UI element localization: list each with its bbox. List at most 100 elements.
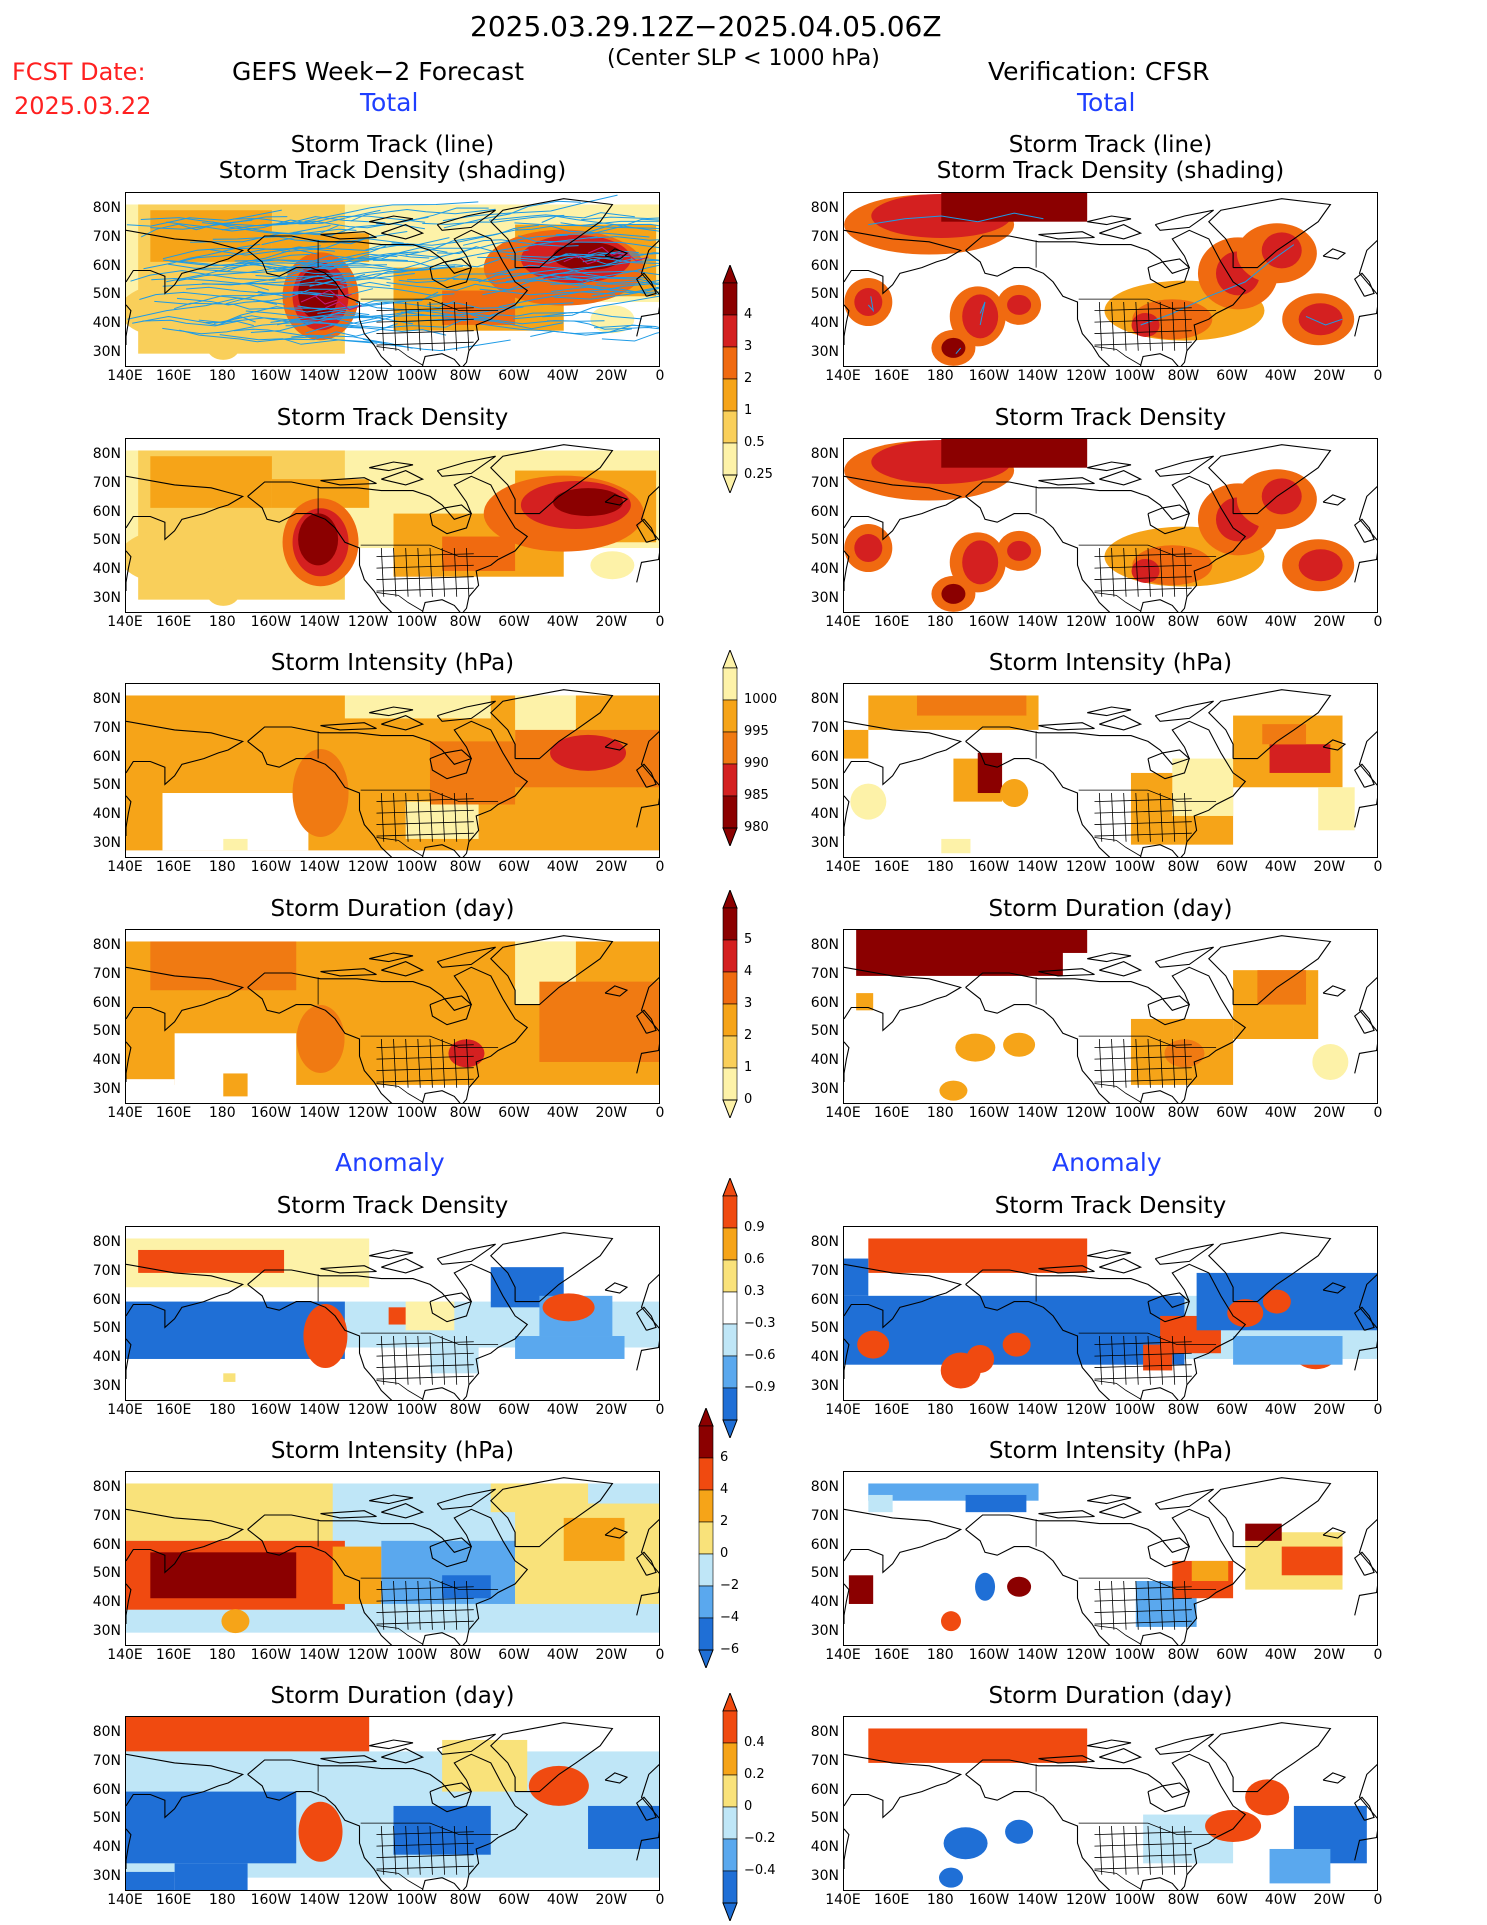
lon-tick-label: 20W <box>1313 1647 1346 1663</box>
lat-tick-label: 60N <box>92 503 121 520</box>
coast-segment <box>369 706 414 717</box>
colorbar-segment <box>722 1355 738 1389</box>
shading-cell <box>1318 787 1355 831</box>
state-line <box>1098 1580 1103 1630</box>
lon-tick-label: 160E <box>873 614 910 630</box>
track-line <box>586 223 659 233</box>
track-line <box>291 334 413 349</box>
us-mexico-border <box>376 1380 423 1400</box>
coast-segment <box>1038 1265 1095 1274</box>
coast-segment <box>1140 1632 1179 1645</box>
lon-tick-label: 140W <box>299 1892 340 1908</box>
lon-tick-label: 0 <box>655 1892 665 1908</box>
shading-cell <box>332 1546 382 1604</box>
track-line <box>566 276 659 286</box>
track-line <box>477 253 608 262</box>
lon-tick-label: 40W <box>1264 1105 1297 1121</box>
lon-tick-label: 120W <box>1065 368 1107 384</box>
lon-tick-label: 140W <box>299 1647 340 1663</box>
lon-tick-label: 160W <box>250 1402 292 1418</box>
coast-segment <box>965 1773 1111 1890</box>
coast-segment <box>126 229 245 295</box>
lon-tick-label: 40W <box>546 1647 579 1663</box>
track-line <box>234 251 419 262</box>
state-line <box>429 1580 433 1630</box>
right-total-label: Total <box>1077 88 1136 117</box>
shading-cell <box>1245 1523 1282 1541</box>
lat-tick-label: 60N <box>810 748 839 765</box>
state-line <box>1094 341 1192 346</box>
coast-segment <box>429 504 472 535</box>
lat-tick-label: 50N <box>92 1320 121 1337</box>
track-line <box>518 235 659 249</box>
lat-tick-label: 40N <box>810 805 839 822</box>
track-line <box>249 245 387 269</box>
shading-cell <box>1205 1810 1262 1843</box>
lon-tick-label: 20W <box>595 614 628 630</box>
political-borders <box>1035 1519 1217 1645</box>
us-mexico-border <box>376 1870 423 1890</box>
state-line <box>376 1854 474 1858</box>
coast-segment <box>247 1773 393 1890</box>
track-line <box>248 276 391 286</box>
colorbar-label: 995 <box>744 724 769 739</box>
lon-tick-label: 160E <box>873 1105 910 1121</box>
track-line <box>176 267 352 282</box>
lon-tick-label: 140W <box>299 859 340 875</box>
coastline <box>126 1232 659 1400</box>
political-borders <box>317 1519 499 1645</box>
us-canada-border <box>1078 1577 1217 1591</box>
us-mexico-border <box>1094 1870 1141 1890</box>
lon-tick-label: 0 <box>655 1105 665 1121</box>
coast-segment <box>965 249 1111 366</box>
map-density-verification <box>843 438 1378 613</box>
shading-cell <box>207 581 240 606</box>
lat-tick-label: 80N <box>810 1479 839 1496</box>
lon-tick-label: 160W <box>968 1105 1010 1121</box>
lon-tick-label: 60W <box>1216 859 1248 875</box>
lon-tick-label: 140E <box>825 1892 861 1908</box>
us-canada-border <box>360 1332 499 1346</box>
lon-tick-label: 80W <box>1167 368 1200 384</box>
coast-segment <box>1322 494 1347 506</box>
coast-segment <box>422 1387 461 1400</box>
coast-segment <box>844 229 963 295</box>
state-line <box>1094 798 1192 803</box>
track-line <box>150 216 288 230</box>
title-track-line-right: Storm Track (line) <box>1008 132 1213 158</box>
track-line <box>577 252 659 259</box>
track-line <box>169 253 310 267</box>
lon-tick-label: 160E <box>873 1892 910 1908</box>
lon-tick-label: 160E <box>873 368 910 384</box>
colorbar-segment <box>722 667 738 701</box>
track-line <box>542 295 659 318</box>
coast-segment <box>247 1528 393 1645</box>
coast-segment <box>844 475 963 541</box>
political-borders <box>317 240 499 366</box>
coast-segment <box>1087 1494 1132 1505</box>
colorbar-svg <box>722 648 738 848</box>
shading-cell <box>1002 1332 1031 1357</box>
lat-tick-label: 50N <box>92 777 121 794</box>
track-line <box>285 308 421 327</box>
shading-cell <box>223 1073 248 1097</box>
lat-tick-label: 60N <box>92 1781 121 1798</box>
colorbar-label: 985 <box>744 788 769 803</box>
track-line <box>304 201 479 222</box>
state-line <box>1094 576 1192 580</box>
track-line <box>541 215 659 232</box>
state-line <box>1147 301 1151 351</box>
track-line <box>505 270 659 283</box>
lon-tick-label: 20W <box>1313 859 1346 875</box>
colorbar-segment <box>722 699 738 733</box>
lon-tick-label: 0 <box>655 1402 665 1418</box>
map-intensity-forecast <box>125 683 660 858</box>
coast-segment <box>422 1632 461 1645</box>
state-line <box>417 1038 421 1088</box>
lon-tick-label: 40W <box>1264 1892 1297 1908</box>
political-borders <box>1035 977 1217 1103</box>
coast-segment <box>490 1722 614 1793</box>
coast-segment <box>965 740 1111 857</box>
lat-tick-label: 80N <box>92 1479 121 1496</box>
state-line <box>376 809 474 814</box>
